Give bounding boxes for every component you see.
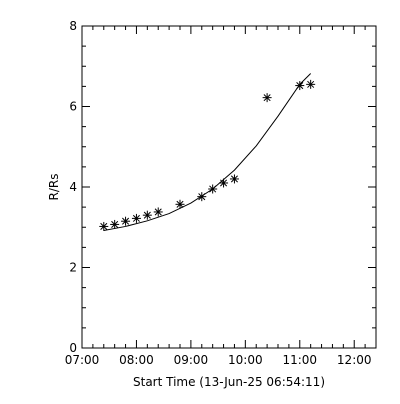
asterisk-stroke [209,185,217,193]
x-axis-tick-labels: 07:00 08:00 09:00 10:00 11:00 12:00 [65,353,372,367]
data-point [175,199,185,209]
data-point [153,207,163,217]
asterisk-stroke [132,214,140,222]
x-tick-label: 11:00 [282,353,317,367]
x-axis-label: Start Time (13-Jun-25 06:54:11) [133,375,325,389]
y-axis-tick-labels: 0 2 4 6 8 [69,19,77,355]
x-tick-label: 07:00 [65,353,100,367]
asterisk-stroke [111,220,119,228]
data-point [219,178,229,188]
y-tick-label: 2 [69,261,77,275]
asterisk-stroke [307,80,315,88]
asterisk-stroke [176,200,184,208]
asterisk-stroke [198,193,206,201]
asterisk-stroke [100,222,108,230]
data-markers [99,79,316,231]
data-point [121,216,131,226]
asterisk-stroke [230,175,238,183]
asterisk-stroke [122,217,130,225]
data-point [306,79,316,89]
x-tick-label: 10:00 [228,353,263,367]
data-point [197,192,207,202]
x-axis-ticks [81,26,366,348]
data-point [142,210,152,220]
x-tick-label: 08:00 [119,353,154,367]
y-tick-label: 4 [69,180,77,194]
y-tick-label: 6 [69,100,77,114]
data-point [99,221,109,231]
data-point [295,81,305,91]
data-point [131,213,141,223]
x-tick-label: 09:00 [174,353,209,367]
data-point [229,174,239,184]
y-axis-label: R/Rs [47,174,61,201]
asterisk-stroke [220,179,228,187]
y-axis-ticks [82,25,376,349]
asterisk-stroke [263,94,271,102]
x-tick-label: 12:00 [337,353,372,367]
asterisk-stroke [296,82,304,90]
data-point [110,219,120,229]
asterisk-stroke [154,208,162,216]
y-tick-label: 0 [69,341,77,355]
y-tick-label: 8 [69,19,77,33]
data-point [262,93,272,103]
asterisk-stroke [143,211,151,219]
data-point [208,184,218,194]
